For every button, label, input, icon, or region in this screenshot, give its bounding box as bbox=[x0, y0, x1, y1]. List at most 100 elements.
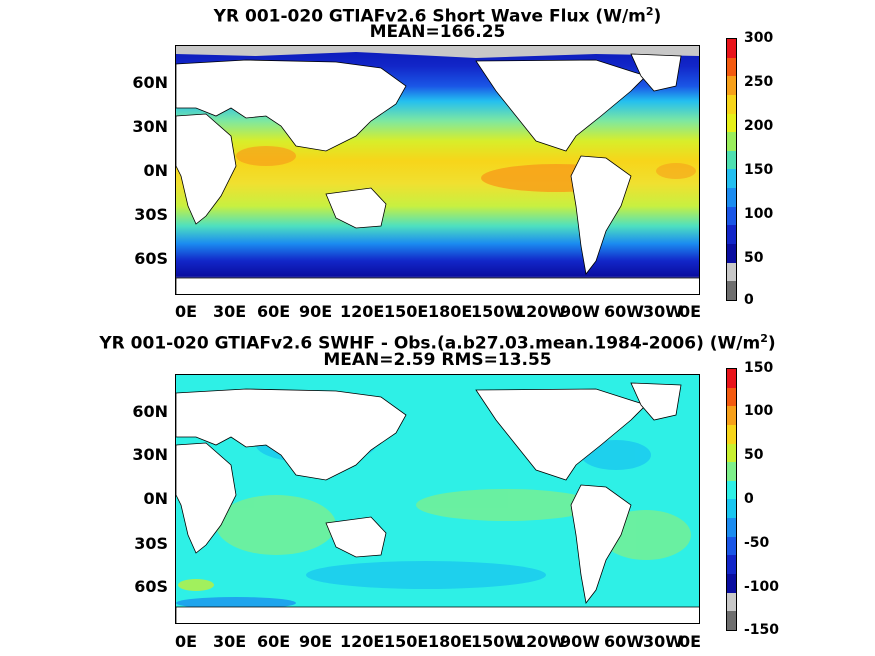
panel2-colorbar-tick: 50 bbox=[744, 447, 764, 463]
panel2-lon-label: 120W bbox=[515, 632, 567, 651]
panel1-lon-label: 60E bbox=[257, 302, 291, 321]
panel2-africa bbox=[176, 442, 237, 554]
colorbar-segment bbox=[727, 113, 736, 133]
colorbar-segment bbox=[727, 536, 736, 556]
panel2-lon-label: 150W bbox=[471, 632, 523, 651]
colorbar-segment bbox=[727, 480, 736, 500]
panel1-warm-pool-indian bbox=[236, 146, 296, 166]
panel1-colorbar-tick: 250 bbox=[744, 74, 774, 90]
panel2-colorbar-tick: -50 bbox=[744, 535, 770, 551]
panel2-colorbar bbox=[726, 368, 737, 631]
colorbar-segment bbox=[727, 150, 736, 170]
colorbar-segment bbox=[727, 132, 736, 151]
panel2-land bbox=[176, 382, 699, 623]
panel1-lon-label: 120W bbox=[515, 302, 567, 321]
panel1-colorbar-tick: 50 bbox=[744, 250, 764, 266]
panel2-colorbar-tick: -100 bbox=[744, 579, 780, 595]
panel1-australia bbox=[325, 187, 387, 229]
panel1-warm-pool-atlantic bbox=[656, 163, 696, 179]
panel1-subtitle: MEAN=166.25 bbox=[369, 22, 506, 42]
panel1-lat-label: 60N bbox=[132, 73, 168, 92]
colorbar-segment bbox=[727, 406, 736, 425]
colorbar-segment bbox=[727, 592, 736, 612]
panel1-lon-label: 150W bbox=[471, 302, 523, 321]
panel1-title-close: ) bbox=[653, 6, 662, 27]
panel1-antarctica bbox=[176, 277, 699, 294]
colorbar-segment bbox=[727, 94, 736, 114]
colorbar-segment bbox=[727, 443, 736, 463]
colorbar-segment bbox=[727, 169, 736, 189]
colorbar-segment bbox=[727, 281, 736, 300]
colorbar-segment bbox=[727, 518, 736, 537]
colorbar-segment bbox=[727, 244, 736, 263]
panel2-lon-label: 150E bbox=[384, 632, 429, 651]
panel2-colorbar-tick: 0 bbox=[744, 491, 754, 507]
panel1-north-america bbox=[475, 59, 647, 152]
panel2-south-america bbox=[570, 484, 632, 604]
panel2-lon-label: 90E bbox=[299, 632, 333, 651]
colorbar-segment bbox=[727, 611, 736, 630]
colorbar-segment bbox=[727, 188, 736, 207]
colorbar-segment bbox=[727, 57, 736, 77]
colorbar-segment bbox=[727, 225, 736, 245]
panel2-colorbar-tick: 150 bbox=[744, 360, 774, 376]
panel2-colorbar-tick: 100 bbox=[744, 403, 774, 419]
colorbar-segment bbox=[727, 76, 736, 95]
panel2-title: YR 001-020 GTIAFv2.6 SWHF - Obs.(a.b27.0… bbox=[0, 329, 875, 354]
panel1-colorbar bbox=[726, 38, 737, 301]
panel1-colorbar-tick: 300 bbox=[744, 30, 774, 46]
panel1-title: YR 001-020 GTIAFv2.6 Short Wave Flux (W/… bbox=[0, 2, 875, 27]
panel2-north-america bbox=[475, 388, 647, 481]
panel2-greenland bbox=[630, 382, 682, 421]
panel2-lon-label: 60E bbox=[257, 632, 291, 651]
panel1-colorbar-tick: 200 bbox=[744, 118, 774, 134]
panel1-lon-label: 30W bbox=[643, 302, 683, 321]
colorbar-segment bbox=[727, 424, 736, 444]
colorbar-segment bbox=[727, 462, 736, 481]
panel1-colorbar-tick: 150 bbox=[744, 162, 774, 178]
panel1-title-sup: 2 bbox=[645, 5, 654, 18]
panel1-map-svg bbox=[176, 46, 699, 294]
panel2-lon-label: 120E bbox=[340, 632, 385, 651]
panel1-lon-label: 0E bbox=[175, 302, 198, 321]
panel2-lon-label: 30E bbox=[213, 632, 247, 651]
panel1-title-text: YR 001-020 GTIAFv2.6 Short Wave Flux (W/… bbox=[213, 6, 646, 27]
colorbar-segment bbox=[727, 369, 736, 388]
panel2-lon-label: 0E bbox=[175, 632, 198, 651]
colorbar-segment bbox=[727, 499, 736, 519]
panel1-colorbar-tick: 100 bbox=[744, 206, 774, 222]
panel2-lon-label: 180E bbox=[428, 632, 473, 651]
panel1-arctic-ice bbox=[176, 46, 699, 58]
panel1-map bbox=[175, 45, 700, 295]
panel2-colorbar-tick: -150 bbox=[744, 622, 780, 638]
panel2-subtitle: MEAN=2.59 RMS=13.55 bbox=[323, 350, 552, 370]
panel2-map bbox=[175, 374, 700, 624]
colorbar-segment bbox=[727, 574, 736, 593]
colorbar-segment bbox=[727, 555, 736, 575]
colorbar-segment bbox=[727, 262, 736, 282]
panel2-lon-label: 30W bbox=[643, 632, 683, 651]
panel1-lon-label: 0E bbox=[679, 302, 702, 321]
panel1-lon-label: 90W bbox=[560, 302, 600, 321]
panel1-lon-label: 60W bbox=[604, 302, 644, 321]
colorbar-segment bbox=[727, 387, 736, 407]
panel2-lat-label: 30N bbox=[132, 445, 168, 464]
panel2-lat-label: 60S bbox=[134, 577, 168, 596]
panel1-lat-label: 0N bbox=[143, 161, 168, 180]
panel1-south-america bbox=[570, 155, 632, 275]
panel2-lat-label: 0N bbox=[143, 489, 168, 508]
panel2-title-sup: 2 bbox=[760, 332, 768, 345]
colorbar-segment bbox=[727, 39, 736, 58]
panel1-colorbar-tick: 0 bbox=[744, 292, 754, 308]
panel2-australia bbox=[325, 516, 387, 558]
panel1-lon-label: 150E bbox=[384, 302, 429, 321]
panel1-lat-label: 30S bbox=[134, 205, 168, 224]
panel2-lat-label: 60N bbox=[132, 402, 168, 421]
panel1-lon-label: 120E bbox=[340, 302, 385, 321]
panel1-lon-label: 90E bbox=[299, 302, 333, 321]
panel1-lat-label: 60S bbox=[134, 249, 168, 268]
panel2-eurasia bbox=[176, 388, 407, 481]
panel2-title-text: YR 001-020 GTIAFv2.6 SWHF - Obs.(a.b27.0… bbox=[99, 333, 761, 354]
panel2-map-svg bbox=[176, 375, 699, 623]
panel2-antarctica bbox=[176, 606, 699, 623]
